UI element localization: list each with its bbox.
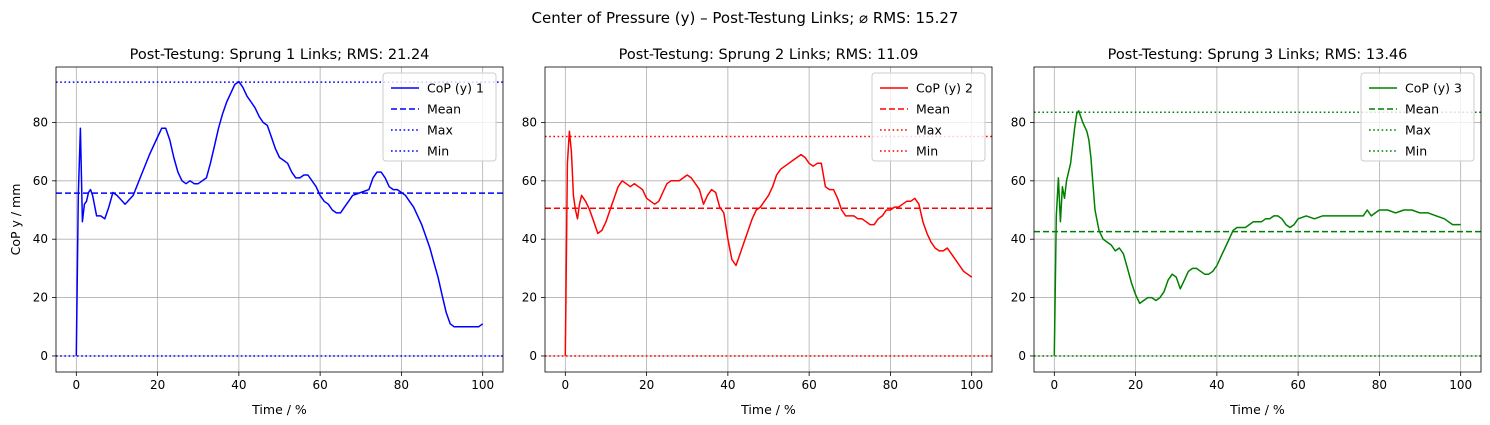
series-cop-line [564, 130, 973, 356]
x-tick-label: 100 [960, 378, 983, 392]
y-tick-label: 0 [40, 349, 48, 363]
plot-area [1034, 110, 1481, 357]
y-axis-label: CoP y / mm [8, 184, 23, 256]
y-tick-label: 40 [33, 232, 48, 246]
axes-frame [55, 66, 504, 373]
figure-suptitle: Center of Pressure (y) – Post-Testung Li… [532, 9, 959, 27]
x-tick-label: 20 [150, 378, 165, 392]
y-tick-label: 40 [1011, 232, 1026, 246]
x-tick-label: 60 [1290, 378, 1305, 392]
y-tick-label: 60 [522, 174, 537, 188]
x-tick-label: 60 [801, 378, 816, 392]
y-tick-label: 0 [1018, 349, 1026, 363]
x-tick-label: 0 [72, 378, 80, 392]
subplot-2: 0 20 40 60 80 100 0 20 40 60 80 Post-Testung: Sprun… [522, 47, 993, 417]
subplot-title: Post-Testung: Sprung 3 Links; RMS: 13.46 [1108, 47, 1408, 63]
plot-area [545, 130, 992, 357]
plot-area [56, 80, 503, 357]
y-tick-label: 60 [1011, 174, 1026, 188]
legend-box [1360, 72, 1475, 162]
series-cop-line [1053, 110, 1461, 356]
legend-entry-label: CoP (y) 1 [427, 81, 484, 96]
x-tick-label: 0 [1050, 378, 1058, 392]
legend-entry-label: CoP (y) 3 [1405, 81, 1462, 96]
legend: CoP (y) 3 Mean Max Min [1360, 72, 1475, 162]
x-axis-label: Time / % [251, 402, 307, 417]
axes-frame [1033, 66, 1482, 373]
legend-entry-label: Min [1405, 144, 1427, 159]
axes-frame [544, 66, 993, 373]
legend: CoP (y) 1 Mean Max Min [382, 72, 497, 162]
legend-entry-label: Max [916, 123, 942, 138]
y-tick-label: 20 [522, 291, 537, 305]
subplot-1: 0 20 40 60 80 100 0 20 40 60 80 Post-Testung: Sprun… [8, 47, 504, 417]
legend-entry-label: CoP (y) 2 [916, 81, 973, 96]
x-axis-label: Time / % [740, 402, 796, 417]
x-tick-label: 80 [1372, 378, 1387, 392]
x-tick-label: 40 [231, 378, 246, 392]
y-tick-label: 80 [1011, 115, 1026, 129]
x-tick-label: 80 [394, 378, 409, 392]
y-tick-label: 40 [522, 232, 537, 246]
y-tick-label: 0 [529, 349, 537, 363]
y-tick-label: 20 [33, 291, 48, 305]
x-tick-label: 40 [720, 378, 735, 392]
legend-entry-label: Min [427, 144, 449, 159]
legend-entry-label: Min [916, 144, 938, 159]
legend-box [871, 72, 986, 162]
legend-entry-label: Max [427, 123, 453, 138]
x-tick-label: 60 [312, 378, 327, 392]
subplot-3: 0 20 40 60 80 100 0 20 40 60 80 Post-Testung: Sprun… [1011, 47, 1482, 417]
x-axis-label: Time / % [1229, 402, 1285, 417]
x-tick-label: 80 [883, 378, 898, 392]
legend-entry-label: Max [1405, 123, 1431, 138]
x-tick-label: 20 [1128, 378, 1143, 392]
legend-entry-label: Mean [916, 102, 950, 117]
series-cop-line [75, 80, 484, 356]
subplot-title: Post-Testung: Sprung 2 Links; RMS: 11.09 [619, 47, 919, 63]
subplot-title: Post-Testung: Sprung 1 Links; RMS: 21.24 [130, 47, 430, 63]
y-tick-label: 60 [33, 174, 48, 188]
y-tick-label: 20 [1011, 291, 1026, 305]
x-tick-label: 100 [1449, 378, 1472, 392]
legend-box [382, 72, 497, 162]
legend-entry-label: Mean [427, 102, 461, 117]
x-tick-label: 100 [471, 378, 494, 392]
legend-entry-label: Mean [1405, 102, 1439, 117]
x-tick-label: 40 [1209, 378, 1224, 392]
x-tick-label: 20 [639, 378, 654, 392]
x-tick-label: 0 [561, 378, 569, 392]
y-tick-label: 80 [522, 115, 537, 129]
legend: CoP (y) 2 Mean Max Min [871, 72, 986, 162]
y-tick-label: 80 [33, 115, 48, 129]
